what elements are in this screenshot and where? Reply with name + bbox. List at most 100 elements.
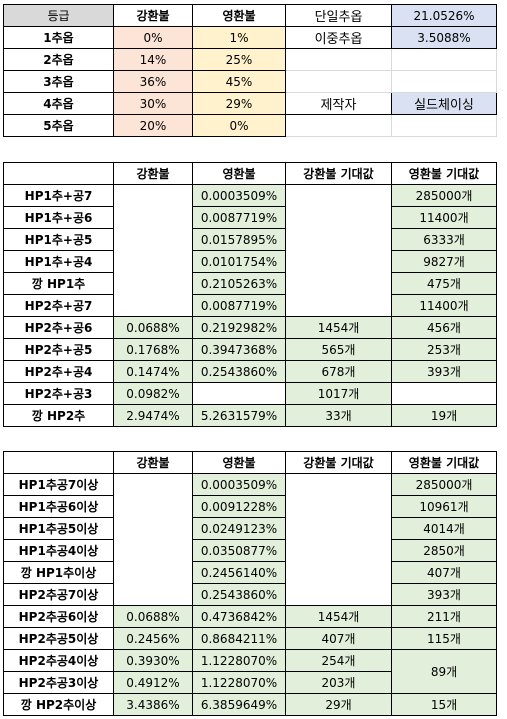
yeong-rate: 0.2192982%	[192, 316, 286, 339]
row-label: HP1추+공6	[3, 206, 114, 229]
yeong-rate: 1.1228070%	[192, 671, 286, 694]
yeong-expected: 2850개	[391, 539, 497, 562]
gang-expected-empty	[285, 184, 392, 317]
grade-label: 2추옵	[3, 48, 114, 71]
gang-rate: 0.0688%	[113, 605, 193, 628]
yeong-rate: 45%	[192, 70, 286, 93]
gang-rate: 0.2456%	[113, 627, 193, 650]
gang-expected: 1017개	[285, 382, 392, 405]
gang-expected-header: 강환불 기대값	[285, 451, 392, 474]
gang-rate: 0.4912%	[113, 671, 193, 694]
yeong-rate: 1%	[192, 26, 286, 49]
gang-rate: 0%	[113, 26, 193, 49]
corner-cell	[3, 451, 114, 474]
gang-expected: 1454개	[285, 605, 392, 628]
gang-expected: 203개	[285, 671, 392, 694]
row-label: HP2추+공7	[3, 294, 114, 317]
single-option-value: 21.0526%	[391, 4, 497, 27]
yeong-rate: 5.2631579%	[192, 404, 286, 427]
row-label: HP2추+공5	[3, 338, 114, 361]
gang-header: 강환불	[113, 162, 193, 185]
yeong-expected: 407개	[391, 561, 497, 584]
yeong-expected: 19개	[391, 404, 497, 427]
row-label: HP2추+공6	[3, 316, 114, 339]
yeong-rate: 0.8684211%	[192, 627, 286, 650]
yeong-expected: 393개	[391, 583, 497, 606]
maker-value: 실드체이싱	[391, 92, 497, 115]
empty-cell	[285, 48, 392, 71]
gang-expected: 407개	[285, 627, 392, 650]
gang-expected: 678개	[285, 360, 392, 383]
exact-option-table: 강환불 영환불 강환불 기대값 영환불 기대값 HP1추+공7 0.000350…	[3, 162, 497, 427]
yeong-expected: 15개	[391, 693, 497, 716]
yeong-expected: 393개	[391, 360, 497, 383]
yeong-rate: 0.0087719%	[192, 294, 286, 317]
row-label: HP2추공6이상	[3, 605, 114, 628]
gang-rate: 3.4386%	[113, 693, 193, 716]
row-label: HP2추공3이상	[3, 671, 114, 694]
yeong-expected: 285000개	[391, 473, 497, 496]
gang-rate-empty	[113, 184, 193, 317]
yeong-expected: 115개	[391, 627, 497, 650]
row-label: HP1추공5이상	[3, 517, 114, 540]
yeong-rate: 0.0350877%	[192, 539, 286, 562]
gang-expected: 33개	[285, 404, 392, 427]
yeong-expected: 89개	[391, 649, 497, 694]
row-label: HP2추+공4	[3, 360, 114, 383]
row-label: HP1추공6이상	[3, 495, 114, 518]
empty-cell	[285, 70, 392, 93]
single-option-label: 단일추옵	[285, 4, 392, 27]
row-label: HP1추+공7	[3, 184, 114, 207]
gang-rate: 0.0982%	[113, 382, 193, 405]
empty-cell	[285, 114, 392, 137]
corner-cell	[3, 162, 114, 185]
yeong-expected: 11400개	[391, 294, 497, 317]
yeong-expected: 6333개	[391, 228, 497, 251]
grade-label: 4추옵	[3, 92, 114, 115]
gang-expected: 254개	[285, 649, 392, 672]
gang-expected: 565개	[285, 338, 392, 361]
yeong-rate: 0.0249123%	[192, 517, 286, 540]
grade-label: 5추옵	[3, 114, 114, 137]
yeong-header: 영환불	[192, 4, 286, 27]
gang-header: 강환불	[113, 451, 193, 474]
yeong-header: 영환불	[192, 162, 286, 185]
yeong-header: 영환불	[192, 451, 286, 474]
row-label: HP2추공4이상	[3, 649, 114, 672]
yeong-rate: 0.0003509%	[192, 473, 286, 496]
yeong-expected: 475개	[391, 272, 497, 295]
gang-expected: 29개	[285, 693, 392, 716]
yeong-rate: 0.0101754%	[192, 250, 286, 273]
yeong-rate: 0.0157895%	[192, 228, 286, 251]
yeong-expected: 285000개	[391, 184, 497, 207]
empty-cell	[391, 70, 497, 93]
cumulative-option-table: 강환불 영환불 강환불 기대값 영환불 기대값 HP1추공7이상 0.00035…	[3, 451, 497, 716]
yeong-rate: 0.0091228%	[192, 495, 286, 518]
gang-rate: 36%	[113, 70, 193, 93]
yeong-rate: 0.2543860%	[192, 583, 286, 606]
yeong-rate: 0.2456140%	[192, 561, 286, 584]
empty-cell	[391, 114, 497, 137]
gang-rate: 2.9474%	[113, 404, 193, 427]
row-label: 깡 HP1추	[3, 272, 114, 295]
yeong-rate-empty	[192, 382, 286, 405]
grade-label: 3추옵	[3, 70, 114, 93]
row-label: HP1추+공5	[3, 228, 114, 251]
yeong-rate: 0.4736842%	[192, 605, 286, 628]
gang-rate: 0.3930%	[113, 649, 193, 672]
gang-rate: 20%	[113, 114, 193, 137]
grade-label: 1추옵	[3, 26, 114, 49]
yeong-rate: 0.3947368%	[192, 338, 286, 361]
yeong-rate: 0.0087719%	[192, 206, 286, 229]
row-label: 깡 HP1추이상	[3, 561, 114, 584]
yeong-rate: 0%	[192, 114, 286, 137]
yeong-expected-header: 영환불 기대값	[391, 162, 497, 185]
yeong-rate: 1.1228070%	[192, 649, 286, 672]
yeong-rate: 25%	[192, 48, 286, 71]
yeong-expected-empty	[391, 382, 497, 405]
row-label: HP1추공7이상	[3, 473, 114, 496]
row-label: HP2추공7이상	[3, 583, 114, 606]
yeong-expected-header: 영환불 기대값	[391, 451, 497, 474]
row-label: HP2추+공3	[3, 382, 114, 405]
double-option-label: 이중추옵	[285, 26, 392, 49]
